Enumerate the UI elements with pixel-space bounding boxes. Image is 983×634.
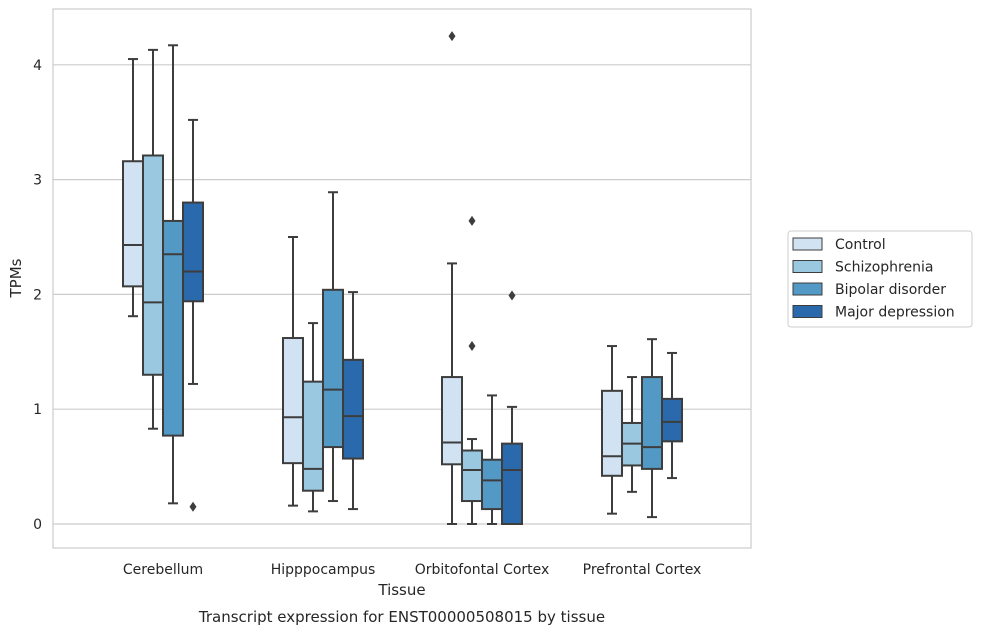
legend-label: Bipolar disorder bbox=[835, 282, 946, 298]
box-body bbox=[441, 376, 463, 466]
box-body bbox=[501, 442, 523, 526]
x-axis-ticks: Cerebellum Hipppocampus Orbitofontal Corte… bbox=[123, 562, 701, 578]
legend-item: Schizophrenia bbox=[792, 260, 933, 276]
box-body bbox=[302, 380, 324, 492]
box-body bbox=[142, 154, 164, 376]
box-body bbox=[601, 389, 623, 477]
box-body bbox=[282, 337, 304, 465]
legend-item: Major depression bbox=[792, 305, 955, 321]
x-tick-label: Prefrontal Cortex bbox=[583, 562, 702, 578]
outlier-point bbox=[508, 290, 516, 301]
y-axis-label: TPMs bbox=[7, 258, 25, 298]
legend-swatch bbox=[792, 282, 823, 296]
outlier-point bbox=[448, 31, 456, 42]
box-body bbox=[122, 160, 144, 288]
legend-label: Major depression bbox=[835, 305, 955, 321]
y-tick-label: 3 bbox=[33, 173, 42, 189]
box-0-2 bbox=[162, 44, 184, 505]
box-body bbox=[342, 358, 364, 460]
box-body bbox=[162, 219, 184, 437]
outlier-point bbox=[468, 215, 476, 226]
box-3-3 bbox=[661, 351, 683, 480]
box-0-3 bbox=[182, 118, 204, 512]
legend: Control Schizophrenia Bipolar disorder Majo… bbox=[787, 230, 973, 328]
box-2-3 bbox=[501, 290, 523, 526]
x-tick-label: Cerebellum bbox=[123, 562, 203, 578]
legend-label: Schizophrenia bbox=[835, 260, 933, 276]
y-tick-label: 4 bbox=[33, 58, 42, 74]
box-body bbox=[481, 458, 503, 511]
box-body bbox=[322, 288, 344, 449]
legend-item: Control bbox=[792, 237, 886, 253]
x-tick-label: Hipppocampus bbox=[271, 562, 376, 578]
y-tick-label: 2 bbox=[33, 287, 42, 303]
legend-item: Bipolar disorder bbox=[792, 282, 946, 298]
y-axis-ticks: 0 1 2 3 4 bbox=[33, 58, 42, 533]
legend-frame bbox=[787, 230, 973, 328]
plot-border bbox=[52, 8, 752, 549]
x-tick-label: Orbitofontal Cortex bbox=[415, 562, 550, 578]
box-2-0 bbox=[441, 31, 463, 525]
box-1-0 bbox=[282, 236, 304, 507]
box-2-2 bbox=[481, 394, 503, 525]
box-series bbox=[122, 31, 683, 526]
box-body bbox=[461, 449, 483, 503]
box-body bbox=[182, 201, 204, 303]
y-tick-label: 0 bbox=[33, 517, 42, 533]
box-0-0 bbox=[122, 58, 144, 318]
outlier-point bbox=[468, 341, 476, 352]
legend-swatch bbox=[792, 305, 823, 318]
legend-swatch bbox=[792, 260, 823, 273]
y-tick-label: 1 bbox=[33, 402, 42, 418]
box-body bbox=[661, 397, 683, 443]
box-1-1 bbox=[302, 322, 324, 513]
legend-swatch bbox=[792, 237, 823, 251]
box-body bbox=[641, 376, 663, 470]
chart-caption: Transcript expression for ENST0000050801… bbox=[198, 608, 605, 626]
legend-label: Control bbox=[835, 237, 886, 253]
x-axis-label: Tissue bbox=[377, 581, 425, 599]
outlier-point bbox=[189, 501, 197, 512]
box-1-3 bbox=[342, 291, 364, 511]
box-0-1 bbox=[142, 48, 164, 430]
